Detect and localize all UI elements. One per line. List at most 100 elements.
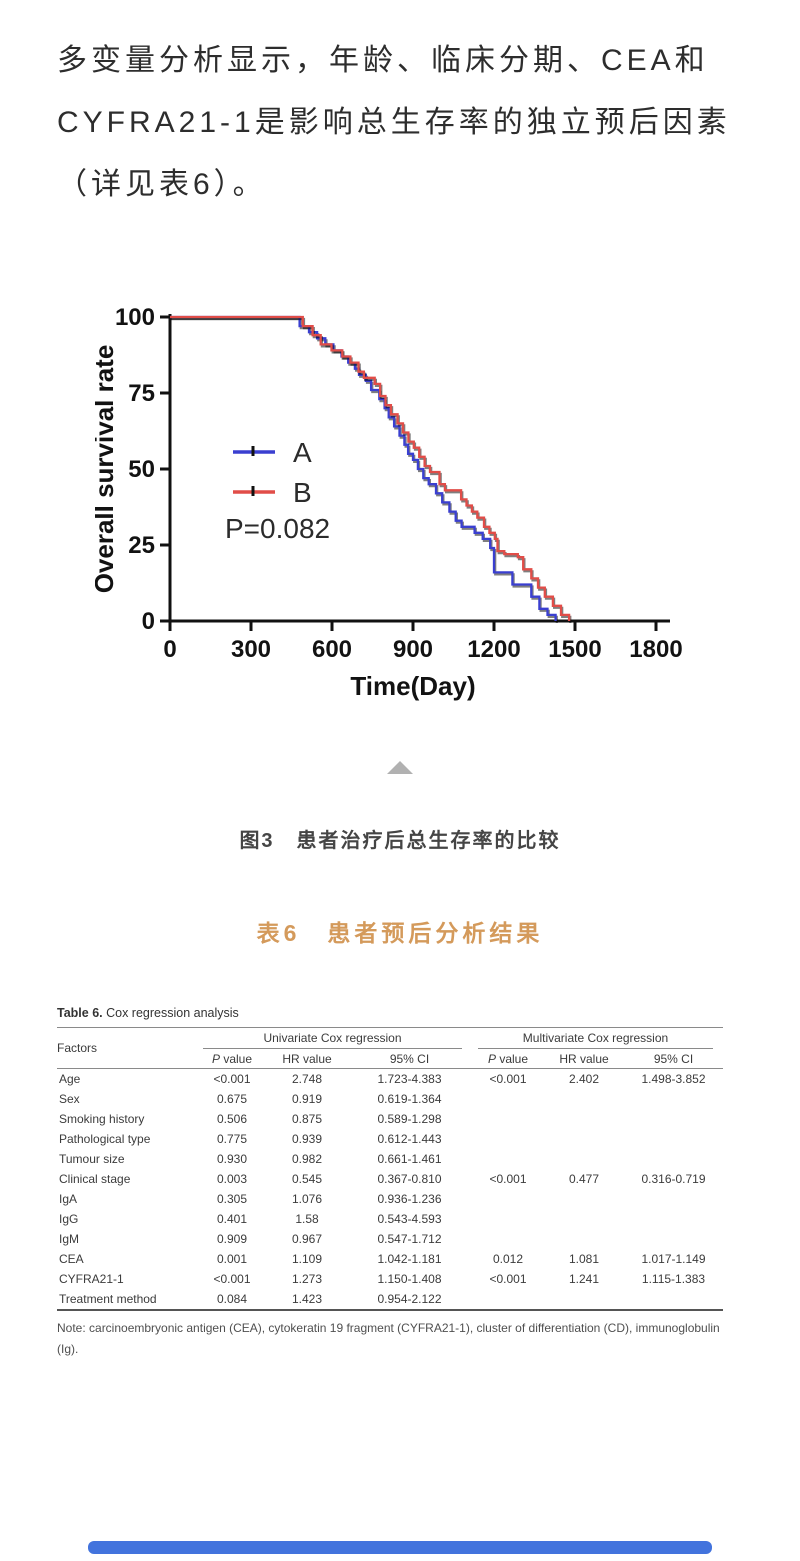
- value-cell: 0.909: [216, 1232, 248, 1246]
- value-cell: 1.150-1.408: [377, 1272, 442, 1286]
- table-row: Age <0.001 2.748 1.723-4.383 <0.001 2.402 1.49…: [57, 1069, 723, 1090]
- value-cell: 0.661-1.461: [377, 1152, 442, 1166]
- table-row: CEA 0.001 1.109 1.042-1.181 0.012 1.081 1.017-…: [57, 1249, 723, 1269]
- table-row: Clinical stage 0.003 0.545 0.367-0.810 <0.00…: [57, 1169, 723, 1189]
- value-cell: 0.612-1.443: [377, 1132, 442, 1146]
- table-title-chinese: 表6 患者预后分析结果: [256, 920, 544, 946]
- value-cell: 1.58: [295, 1212, 319, 1226]
- factor-cell: Sex: [59, 1092, 80, 1106]
- y-tick-label: 50: [128, 456, 155, 483]
- value-cell: [624, 1189, 723, 1209]
- value-cell: 0.545: [291, 1172, 323, 1186]
- factor-cell: Clinical stage: [59, 1172, 131, 1186]
- factor-cell: IgA: [59, 1192, 78, 1206]
- body-paragraph: 多变量分析显示，年龄、临床分期、CEA和 CYFRA21-1是影响总生存率的独立预…: [57, 30, 767, 216]
- table-caption: Table 6. Cox regression analysis: [57, 1006, 723, 1020]
- value-cell: 1.109: [291, 1252, 323, 1266]
- table-subheader: HR value: [559, 1051, 609, 1066]
- series-B-curve: [170, 315, 571, 621]
- value-cell: [624, 1149, 723, 1169]
- y-tick-label: 25: [128, 532, 155, 559]
- value-cell: 0.543-4.593: [377, 1212, 442, 1226]
- table-row: IgA 0.305 1.076 0.936-1.236: [57, 1189, 723, 1209]
- value-cell: 1.042-1.181: [377, 1252, 442, 1266]
- value-cell: 2.748: [291, 1072, 323, 1086]
- table-row: Tumour size 0.930 0.982 0.661-1.461: [57, 1149, 723, 1169]
- value-cell: 0.401: [216, 1212, 248, 1226]
- value-cell: 0.012: [492, 1252, 524, 1266]
- value-cell: 0.939: [291, 1132, 323, 1146]
- paragraph-line: （详见表6）。: [57, 168, 267, 201]
- factor-cell: Pathological type: [59, 1132, 151, 1146]
- y-tick-label: 75: [128, 380, 155, 407]
- value-cell: 0.967: [291, 1232, 323, 1246]
- value-cell: 0.619-1.364: [377, 1092, 442, 1106]
- value-cell: [544, 1289, 624, 1310]
- value-cell: 0.506: [216, 1112, 248, 1126]
- y-axis-title: Overall survival rate: [95, 345, 119, 594]
- value-cell: 0.936-1.236: [377, 1192, 442, 1206]
- table-row: IgG 0.401 1.58 0.543-4.593: [57, 1209, 723, 1229]
- value-cell: <0.001: [213, 1072, 251, 1086]
- value-cell: [544, 1229, 624, 1249]
- value-cell: [544, 1149, 624, 1169]
- p-value-label: P=0.082: [225, 513, 330, 544]
- value-cell: 0.367-0.810: [377, 1172, 442, 1186]
- value-cell: <0.001: [489, 1172, 527, 1186]
- value-cell: [472, 1129, 544, 1149]
- value-cell: 1.498-3.852: [641, 1072, 706, 1086]
- factor-cell: Age: [59, 1072, 81, 1086]
- bottom-progress-bar[interactable]: [88, 1541, 712, 1554]
- value-cell: 1.273: [291, 1272, 323, 1286]
- table-subheader: P value: [487, 1051, 529, 1066]
- table-group-header-row: Factors Univariate Cox regression Multiv…: [57, 1028, 723, 1055]
- value-cell: 0.547-1.712: [377, 1232, 442, 1246]
- value-cell: 1.423: [291, 1292, 323, 1306]
- value-cell: [472, 1189, 544, 1209]
- factor-cell: Tumour size: [59, 1152, 125, 1166]
- legend-label-B: B: [293, 477, 312, 508]
- group-header-multivariate: Multivariate Cox regression: [472, 1028, 723, 1049]
- figure-caption: 图3 患者治疗后总生存率的比较: [239, 830, 561, 852]
- table-caption-text: Cox regression analysis: [102, 1006, 239, 1020]
- table-row: IgM 0.909 0.967 0.547-1.712: [57, 1229, 723, 1249]
- value-cell: 0.954-2.122: [377, 1292, 442, 1306]
- table-row: CYFRA21-1 <0.001 1.273 1.150-1.408 <0.001 1.2…: [57, 1269, 723, 1289]
- table-note: Note: carcinoembryonic antigen (CEA), cy…: [57, 1321, 720, 1356]
- value-cell: [544, 1189, 624, 1209]
- table-caption-label: Table 6.: [57, 1006, 103, 1020]
- value-cell: [472, 1289, 544, 1310]
- cox-table-section: Table 6. Cox regression analysis Factors…: [57, 1006, 723, 1360]
- value-cell: [624, 1209, 723, 1229]
- factor-cell: CEA: [59, 1252, 84, 1266]
- value-cell: 2.402: [568, 1072, 600, 1086]
- table-subheader: HR value: [282, 1051, 332, 1066]
- value-cell: [544, 1109, 624, 1129]
- value-cell: 0.003: [216, 1172, 248, 1186]
- table-subheader: 95% CI: [653, 1051, 694, 1066]
- x-tick-label: 600: [312, 636, 352, 663]
- value-cell: 1.115-1.383: [641, 1272, 706, 1286]
- value-cell: 0.316-0.719: [641, 1172, 706, 1186]
- x-axis-title: Time(Day): [350, 671, 475, 701]
- factor-cell: CYFRA21-1: [59, 1272, 124, 1286]
- factor-cell: Treatment method: [59, 1292, 157, 1306]
- value-cell: 0.982: [291, 1152, 323, 1166]
- value-cell: [624, 1289, 723, 1310]
- table-row: Pathological type 0.775 0.939 0.612-1.443: [57, 1129, 723, 1149]
- collapse-triangle-icon[interactable]: [387, 761, 413, 774]
- value-cell: <0.001: [489, 1072, 527, 1086]
- value-cell: 0.775: [216, 1132, 248, 1146]
- value-cell: 1.076: [291, 1192, 323, 1206]
- value-cell: [472, 1149, 544, 1169]
- table-row: Smoking history 0.506 0.875 0.589-1.298: [57, 1109, 723, 1129]
- value-cell: <0.001: [489, 1272, 527, 1286]
- group-header-univariate: Univariate Cox regression: [197, 1028, 472, 1049]
- cox-regression-table: Factors Univariate Cox regression Multiv…: [57, 1027, 723, 1311]
- value-cell: [472, 1209, 544, 1229]
- factor-cell: Smoking history: [59, 1112, 145, 1126]
- y-tick-label: 100: [115, 304, 155, 331]
- x-tick-label: 1800: [629, 636, 682, 663]
- value-cell: 1.723-4.383: [377, 1072, 442, 1086]
- table-subheader: 95% CI: [389, 1051, 430, 1066]
